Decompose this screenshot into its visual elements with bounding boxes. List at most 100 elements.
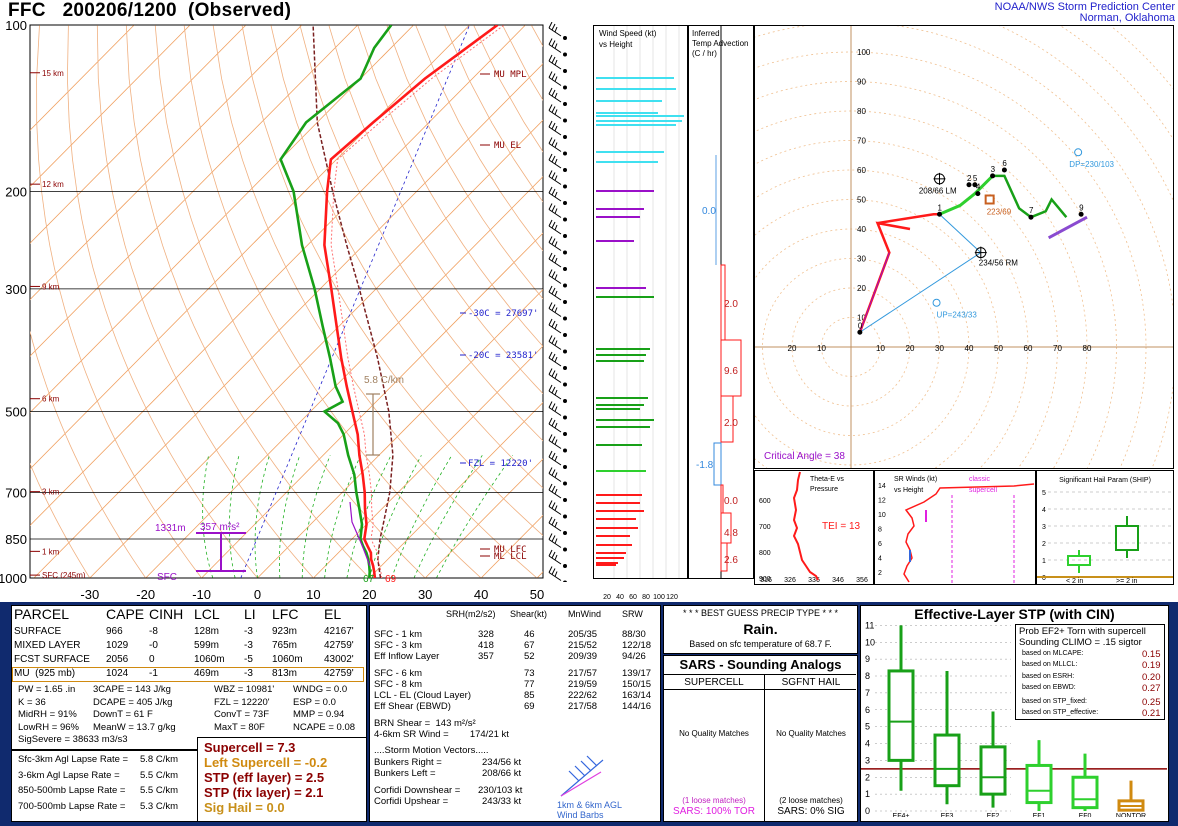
stp-prob-value: 0.25: [1142, 697, 1161, 708]
bunkers-left: 208/66 kt: [482, 768, 522, 779]
wind-barb: [548, 87, 567, 106]
thermo-param: MeanW = 13.7 g/kg: [93, 721, 176, 733]
stp-title: Effective-Layer STP (with CIN): [914, 606, 1115, 622]
hodo-pt-9: [1078, 211, 1084, 217]
eff-inflow-vector: [859, 252, 890, 333]
lapse-rate-label: 850-500mb Lapse Rate =: [18, 785, 126, 796]
moist-adiabat: [301, 455, 331, 578]
sars-tor: SARS: 100% TOR: [673, 806, 755, 817]
temp-adv-title-1: Inferred: [692, 29, 720, 38]
wind-barb: [548, 401, 567, 420]
dry-adiabat: [386, 25, 543, 300]
hodo-pt-4-label: 4: [976, 183, 981, 192]
stp-category-label: EF4+: [893, 813, 910, 817]
sr-y-tick: 12: [878, 498, 886, 505]
kin-row-cell: SFC - 1 km: [374, 629, 423, 640]
precip-box: [663, 605, 858, 654]
temp-adv-value: -1.8: [696, 460, 714, 471]
parcel-row: MIXED LAYER 1029 -0 599m -3 765m 42759': [14, 640, 364, 654]
kinematic-wind-barbs: [560, 755, 604, 797]
corfidi-down-label: Corfidi Downshear =: [374, 785, 461, 796]
isotherm: [30, 25, 135, 131]
hodo-pt-0-label: 0: [858, 321, 863, 330]
cell: 42759': [324, 668, 354, 679]
sars-divider-h: [664, 674, 856, 675]
cvec-label: 223/69: [987, 207, 1012, 216]
kin-row-cell: Eff Shear (EBWD): [374, 701, 451, 712]
stp-prob-value: 0.15: [1142, 649, 1161, 660]
sr-wind-4-6: 4-6km SR Wind = 174/21 kt: [374, 729, 509, 740]
stp-prob-label: based on MLCAPE:: [1022, 650, 1084, 657]
parcel-trace: [312, 25, 394, 578]
hodo-x-tick: 10: [817, 344, 826, 353]
thermo-param: WBZ = 10981': [214, 684, 275, 695]
stp-box-EF3: [933, 670, 961, 805]
hodo-pt-9-label: 9: [1079, 203, 1084, 212]
cell: -3: [244, 668, 253, 679]
theta-e-trace: [792, 471, 819, 581]
up-label: UP=243/33: [937, 311, 978, 320]
dry-adiabat: [212, 25, 538, 578]
wind-barb: [548, 318, 567, 337]
theta-x-tick: 336: [808, 577, 820, 584]
theta-x-tick: 356: [856, 577, 868, 584]
stp-prob-value: 0.20: [1142, 672, 1161, 683]
isotherm: [145, 176, 543, 578]
stp-y-tick: 0: [865, 806, 870, 816]
kin-row-cell: 209/39: [568, 651, 598, 662]
stp-y-tick: 4: [865, 739, 870, 749]
cell: PARCEL: [14, 606, 69, 622]
stp-eff-layer: STP (eff layer) = 2.5: [204, 770, 325, 785]
sr-winds-panel: SR Winds (kt) vs Height classic supercell 14…: [874, 470, 1036, 585]
stp-y-tick: 7: [865, 688, 870, 698]
hodo-pt-2: [966, 182, 972, 188]
ship-y-tick: 0: [1042, 575, 1046, 582]
stp-prob-label: based on STP_effective:: [1022, 709, 1099, 716]
sr-supercell: supercell: [969, 487, 997, 494]
cell: -1: [149, 668, 158, 679]
org-line-2: Norman, Oklahoma: [1079, 12, 1175, 24]
hodo-y-tick: 20: [857, 284, 866, 293]
stp-category-label: EF3: [941, 813, 954, 817]
pressure-tick-label: 300: [5, 282, 27, 297]
temp-tick-label: -30: [80, 587, 99, 602]
mu-lfc-label: MU LFC: [494, 545, 527, 555]
stp-prob-value: 0.27: [1142, 683, 1161, 694]
parcel-row: MU (925 mb) 1024 -1 469m -3 813m 42759': [14, 668, 364, 682]
cell: LI: [244, 606, 256, 622]
sars-sig: SARS: 0% SIG: [777, 806, 845, 817]
hodo-pt-0: [857, 329, 863, 335]
stp-y-tick: 2: [865, 772, 870, 782]
theta-title-2: Pressure: [810, 486, 838, 493]
stp-category-label: EF2: [987, 813, 1000, 817]
thermo-param: ConvT = 73F: [214, 709, 270, 720]
moist-adiabat: [278, 455, 301, 578]
minus20-level: -20C = 23581': [468, 351, 538, 361]
theta-y-tick: 600: [759, 498, 771, 505]
cell: 599m: [194, 640, 220, 651]
lapse-rate-label: 3-6km Agl Lapse Rate =: [18, 769, 120, 781]
adv-box: [720, 542, 728, 572]
temp-tick-label: -10: [192, 587, 211, 602]
moist-adiabat: [202, 455, 214, 578]
lapse-rate-value: 5.5 C/km: [140, 769, 179, 781]
wind-speed-subtitle: vs Height: [599, 40, 633, 49]
kin-row-cell: 217/57: [568, 668, 598, 679]
wind-barb: [548, 351, 567, 370]
wind-barb: [548, 566, 567, 582]
stp-category-label: EF0: [1079, 813, 1092, 817]
corfidi-up-label: Corfidi Upshear =: [374, 796, 449, 807]
wind-barb: [548, 120, 567, 139]
kin-barb-1km: [560, 771, 602, 797]
corfidi-down: 230/103 kt: [478, 785, 523, 796]
wind-speed-title: Wind Speed (kt): [599, 29, 657, 38]
hodo-x-tick: 60: [1024, 344, 1033, 353]
thermo-param: ESP = 0.0: [293, 696, 336, 708]
wind-barb: [548, 335, 567, 354]
kin-row-cell: 163/14: [622, 690, 652, 701]
sr-title-1: SR Winds (kt): [894, 476, 937, 483]
kin-row-cell: 52: [524, 651, 535, 662]
kin-row-cell: 217/58: [568, 701, 598, 712]
smv-title: ....Storm Motion Vectors.....: [374, 745, 489, 756]
stp-category-label: EF1: [1033, 813, 1046, 817]
